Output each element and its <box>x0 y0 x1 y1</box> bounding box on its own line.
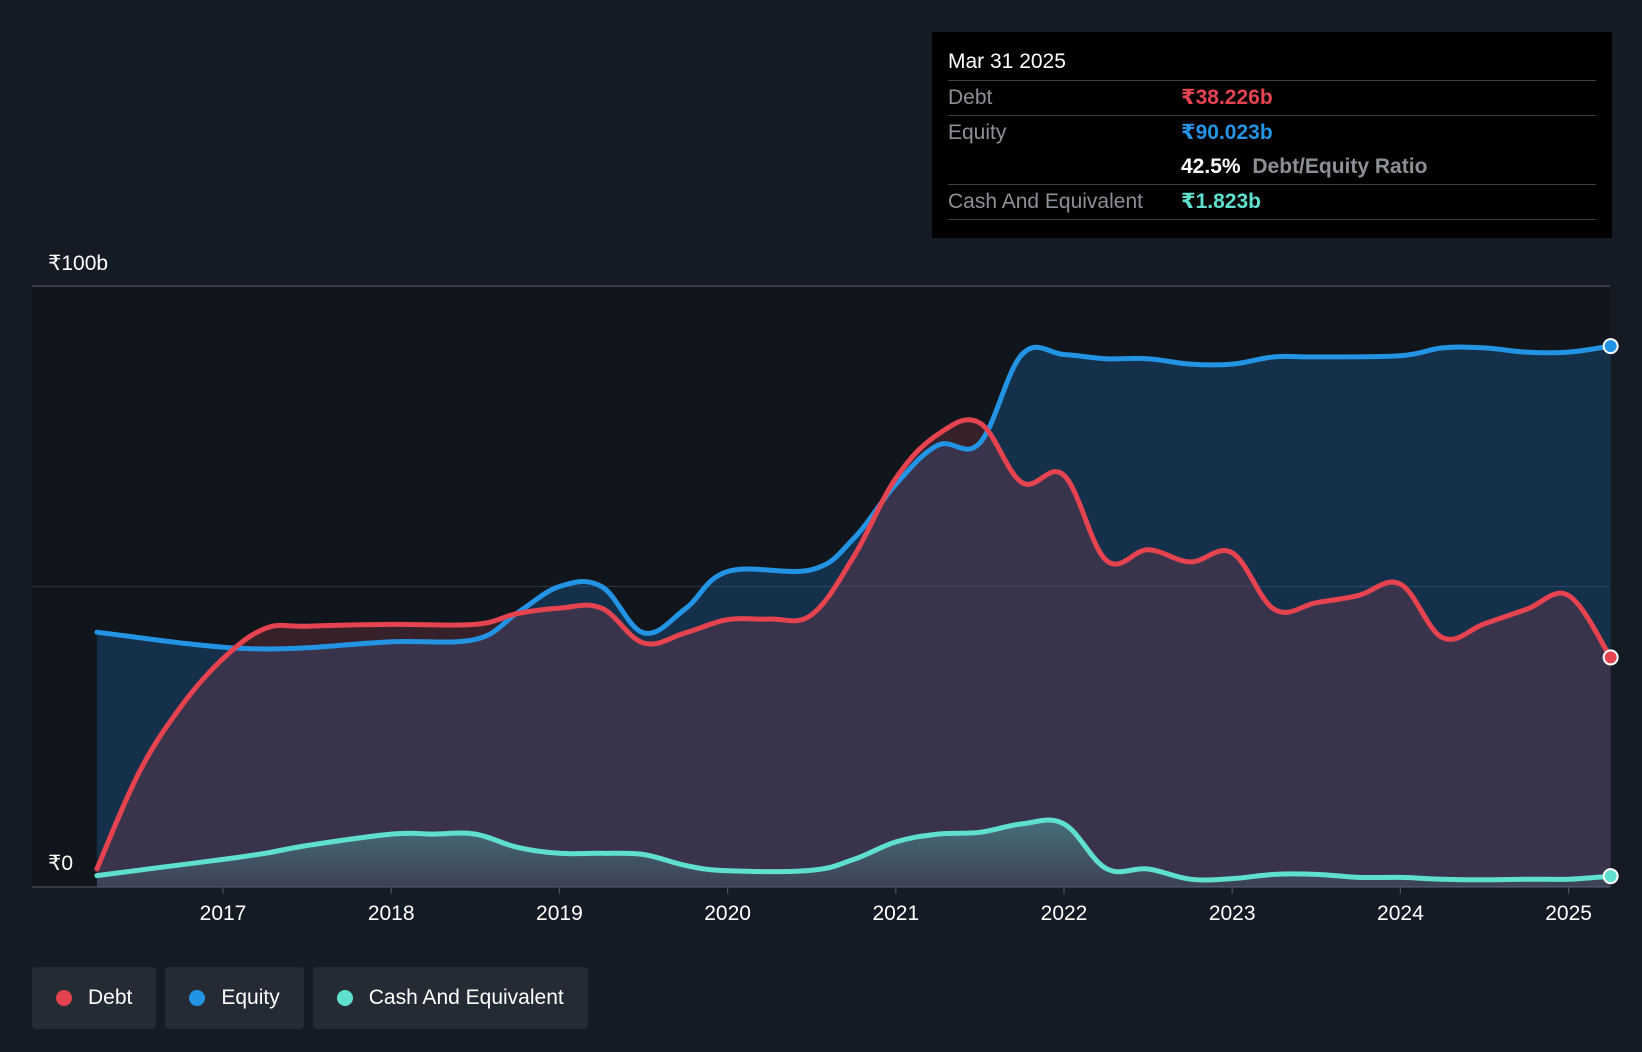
tooltip-row-ratio: 42.5% Debt/Equity Ratio <box>948 150 1596 185</box>
legend-dot-equity-icon <box>189 990 206 1006</box>
series-endpoints <box>1602 338 1619 885</box>
tooltip-ratio-percent: 42.5% <box>1181 155 1241 178</box>
legend-dot-debt-icon <box>56 990 72 1006</box>
legend-label-cash: Cash And Equivalent <box>368 986 564 1009</box>
legend-item-debt[interactable]: Debt <box>32 967 157 1029</box>
equity-line <box>94 343 1614 652</box>
tooltip-equity-label: Equity <box>948 121 1007 144</box>
x-tick-label-2018: 2018 <box>368 902 415 925</box>
tooltip-panel: Mar 31 2025 Debt ₹38.226b Equity ₹90.023… <box>932 32 1612 238</box>
y-axis-bottom-label: ₹0 <box>48 852 73 875</box>
series-areas <box>96 346 1611 888</box>
legend-dot-cash-icon <box>336 990 353 1006</box>
tooltip-cash-value: ₹1.823b <box>1181 190 1261 213</box>
tooltip-debt-label: Debt <box>948 86 993 109</box>
equity-endpoint-marker <box>1602 338 1619 355</box>
x-tick-label-2021: 2021 <box>872 902 919 925</box>
cash-area <box>96 819 1611 887</box>
debt-area <box>96 419 1611 887</box>
legend: Debt Equity Cash And Equivalent <box>32 967 588 1029</box>
x-tick-label-2022: 2022 <box>1041 902 1088 925</box>
legend-item-equity[interactable]: Equity <box>165 967 304 1029</box>
tooltip-equity-value: ₹90.023b <box>1181 121 1273 144</box>
legend-label-debt: Debt <box>88 986 133 1009</box>
tooltip-row-debt: Debt ₹38.226b <box>948 81 1596 116</box>
series-lines <box>94 343 1614 883</box>
x-tick-label-2020: 2020 <box>704 902 751 925</box>
tooltip-ratio-spacer <box>948 150 1181 184</box>
x-tick-label-2023: 2023 <box>1209 902 1256 925</box>
x-tick-label-2025: 2025 <box>1545 902 1592 925</box>
cash-endpoint-marker <box>1602 868 1619 885</box>
tooltip-row-equity: Equity ₹90.023b <box>948 116 1596 150</box>
tooltip-ratio-label: Debt/Equity Ratio <box>1252 155 1428 178</box>
tooltip-cash-label: Cash And Equivalent <box>948 190 1143 213</box>
x-tick-label-2017: 2017 <box>200 902 247 925</box>
tooltip-debt-value: ₹38.226b <box>1181 86 1273 109</box>
x-tick-label-2019: 2019 <box>536 902 583 925</box>
legend-label-equity: Equity <box>221 986 280 1009</box>
x-axis-ticks: 2017 2018 2019 2020 2021 2022 2023 2024 2025 <box>200 887 1592 925</box>
legend-item-cash[interactable]: Cash And Equivalent <box>312 967 588 1029</box>
x-tick-label-2024: 2024 <box>1377 902 1424 925</box>
y-axis-top-label: ₹100b <box>48 252 108 275</box>
tooltip-ratio: 42.5% Debt/Equity Ratio <box>1181 150 1427 184</box>
cash-line <box>94 817 1614 883</box>
debt-endpoint-marker <box>1602 649 1619 666</box>
equity-area <box>96 346 1611 888</box>
tooltip-date: Mar 31 2025 <box>948 46 1596 81</box>
tooltip-row-cash: Cash And Equivalent ₹1.823b <box>948 185 1596 220</box>
debt-line <box>94 417 1614 872</box>
